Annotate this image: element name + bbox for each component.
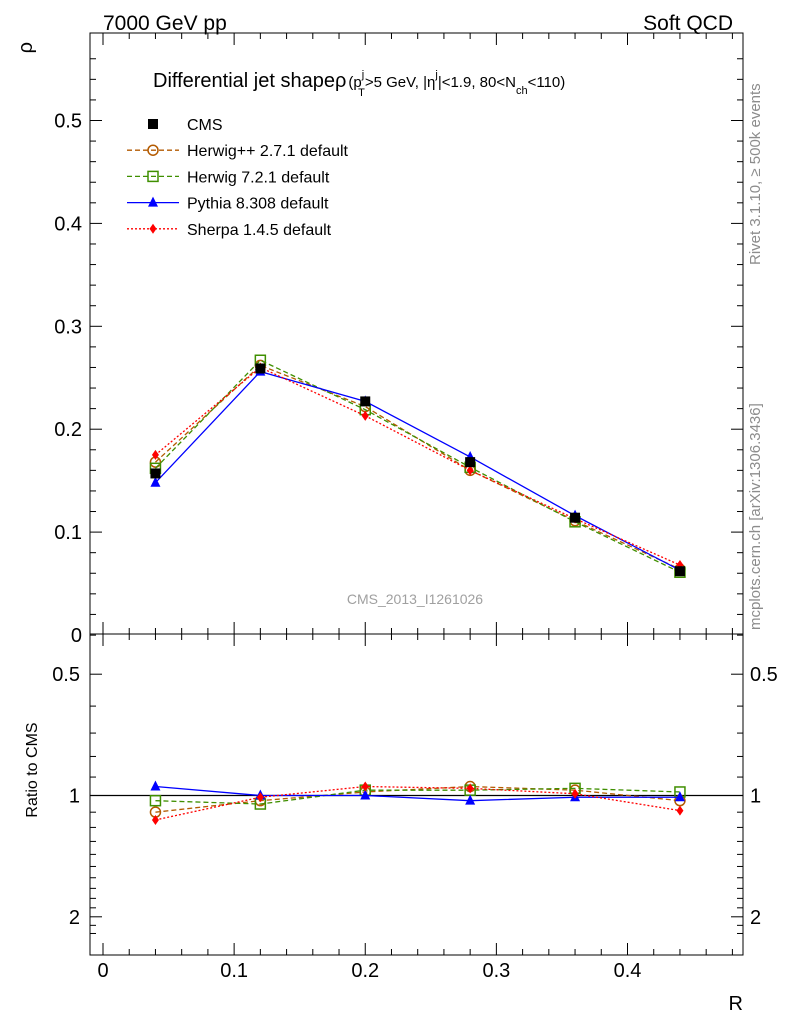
marker-diamond: [361, 410, 369, 421]
marker-open-circle: [147, 144, 159, 156]
marker-triangle: [150, 780, 161, 791]
legend-entry-label: CMS: [187, 117, 223, 134]
legend-entry-label: Herwig 7.2.1 default: [187, 169, 330, 186]
marker-diamond: [151, 814, 159, 825]
ratio-ylabel: Ratio to CMS: [24, 722, 41, 817]
plot-title: Differential jet shapeρ (pj T>5 GeV, |ηj|<…: [153, 69, 565, 99]
marker-diamond: [466, 783, 474, 794]
marker-diamond: [149, 223, 157, 234]
legend: CMS Herwig++ 2.7.1 default Herwig 7.2.1 de…: [127, 117, 349, 239]
ratio-y-tick-label-left: 2: [69, 907, 80, 929]
ratio-y-tick-label-left: 0.5: [52, 664, 80, 686]
main-y-tick-label: 0.4: [54, 213, 82, 235]
ratio-y-tick-label-left: 1: [69, 786, 80, 808]
marker-square: [465, 457, 476, 468]
main-y-tick-label: 0: [71, 625, 82, 647]
marker-diamond: [361, 781, 369, 792]
marker-diamond: [256, 792, 264, 803]
x-tick-label: 0: [97, 960, 108, 982]
main-series-line: [155, 364, 681, 570]
main-series-line: [155, 366, 681, 566]
marker-square: [150, 468, 161, 479]
legend-entry-label: Pythia 8.308 default: [187, 196, 329, 213]
header-right: Soft QCD: [643, 12, 733, 35]
ratio-series-line: [155, 785, 681, 821]
ratio-series-line: [155, 785, 680, 802]
marker-diamond: [151, 449, 159, 460]
ratio-series-line: [155, 787, 680, 805]
marker-diamond: [571, 788, 579, 799]
main-series-line: [154, 370, 681, 571]
marker-diamond: [676, 805, 684, 816]
ratio-series-line: [155, 785, 681, 813]
x-tick-label: 0.2: [351, 960, 379, 982]
x-tick-label: 0.3: [482, 960, 510, 982]
marker-square: [255, 363, 266, 374]
main-y-tick-label: 0.2: [54, 419, 82, 441]
main-y-tick-label: 0.5: [54, 111, 82, 133]
header-left: 7000 GeV pp: [103, 12, 227, 35]
marker-triangle: [148, 196, 158, 207]
marker-triangle: [360, 789, 371, 800]
ratio-y-tick-label-right: 2: [750, 907, 761, 929]
ratio-y-tick-label-right: 1: [750, 786, 761, 808]
x-tick-label: 0.1: [220, 960, 248, 982]
rivet-label: Rivet 3.1.10, ≥ 500k events: [747, 83, 764, 265]
legend-entry-label: Sherpa 1.4.5 default: [187, 222, 332, 239]
ratio-series-lines: [149, 780, 686, 825]
mcplots-label: mcplots.cern.ch [arXiv:1306.3436]: [747, 403, 764, 630]
tick-labels: 0 0.1 0.2 0.3 0.4 0 0.1 0.2 0.3 0.4 0.5 0.5 0.5 1 1 2 2: [52, 111, 778, 983]
marker-square: [674, 566, 685, 577]
analysis-watermark: CMS_2013_I1261026: [347, 591, 483, 607]
marker-square: [360, 396, 371, 407]
marker-triangle: [674, 791, 685, 802]
main-series-line: [154, 359, 681, 573]
ratio-y-tick-label-right: 0.5: [750, 664, 778, 686]
marker-square: [570, 512, 581, 523]
xlabel: R: [729, 993, 743, 1015]
marker-open-square: [147, 170, 159, 183]
main-ylabel: ρ: [15, 42, 37, 53]
legend-entry-label: Herwig++ 2.7.1 default: [187, 143, 349, 160]
axis-frames: [89, 32, 744, 956]
marker-diamond: [466, 465, 474, 476]
marker-open-square: [149, 794, 162, 807]
marker-square: [148, 119, 158, 129]
axis-ticks: [90, 33, 743, 955]
main-y-tick-label: 0.1: [54, 522, 82, 544]
main-y-tick-label: 0.3: [54, 316, 82, 338]
marker-triangle: [465, 794, 476, 805]
x-tick-label: 0.4: [614, 960, 642, 982]
ratio-frame: [89, 633, 744, 956]
main-series-lines: [149, 354, 686, 578]
marker-triangle: [150, 476, 161, 487]
